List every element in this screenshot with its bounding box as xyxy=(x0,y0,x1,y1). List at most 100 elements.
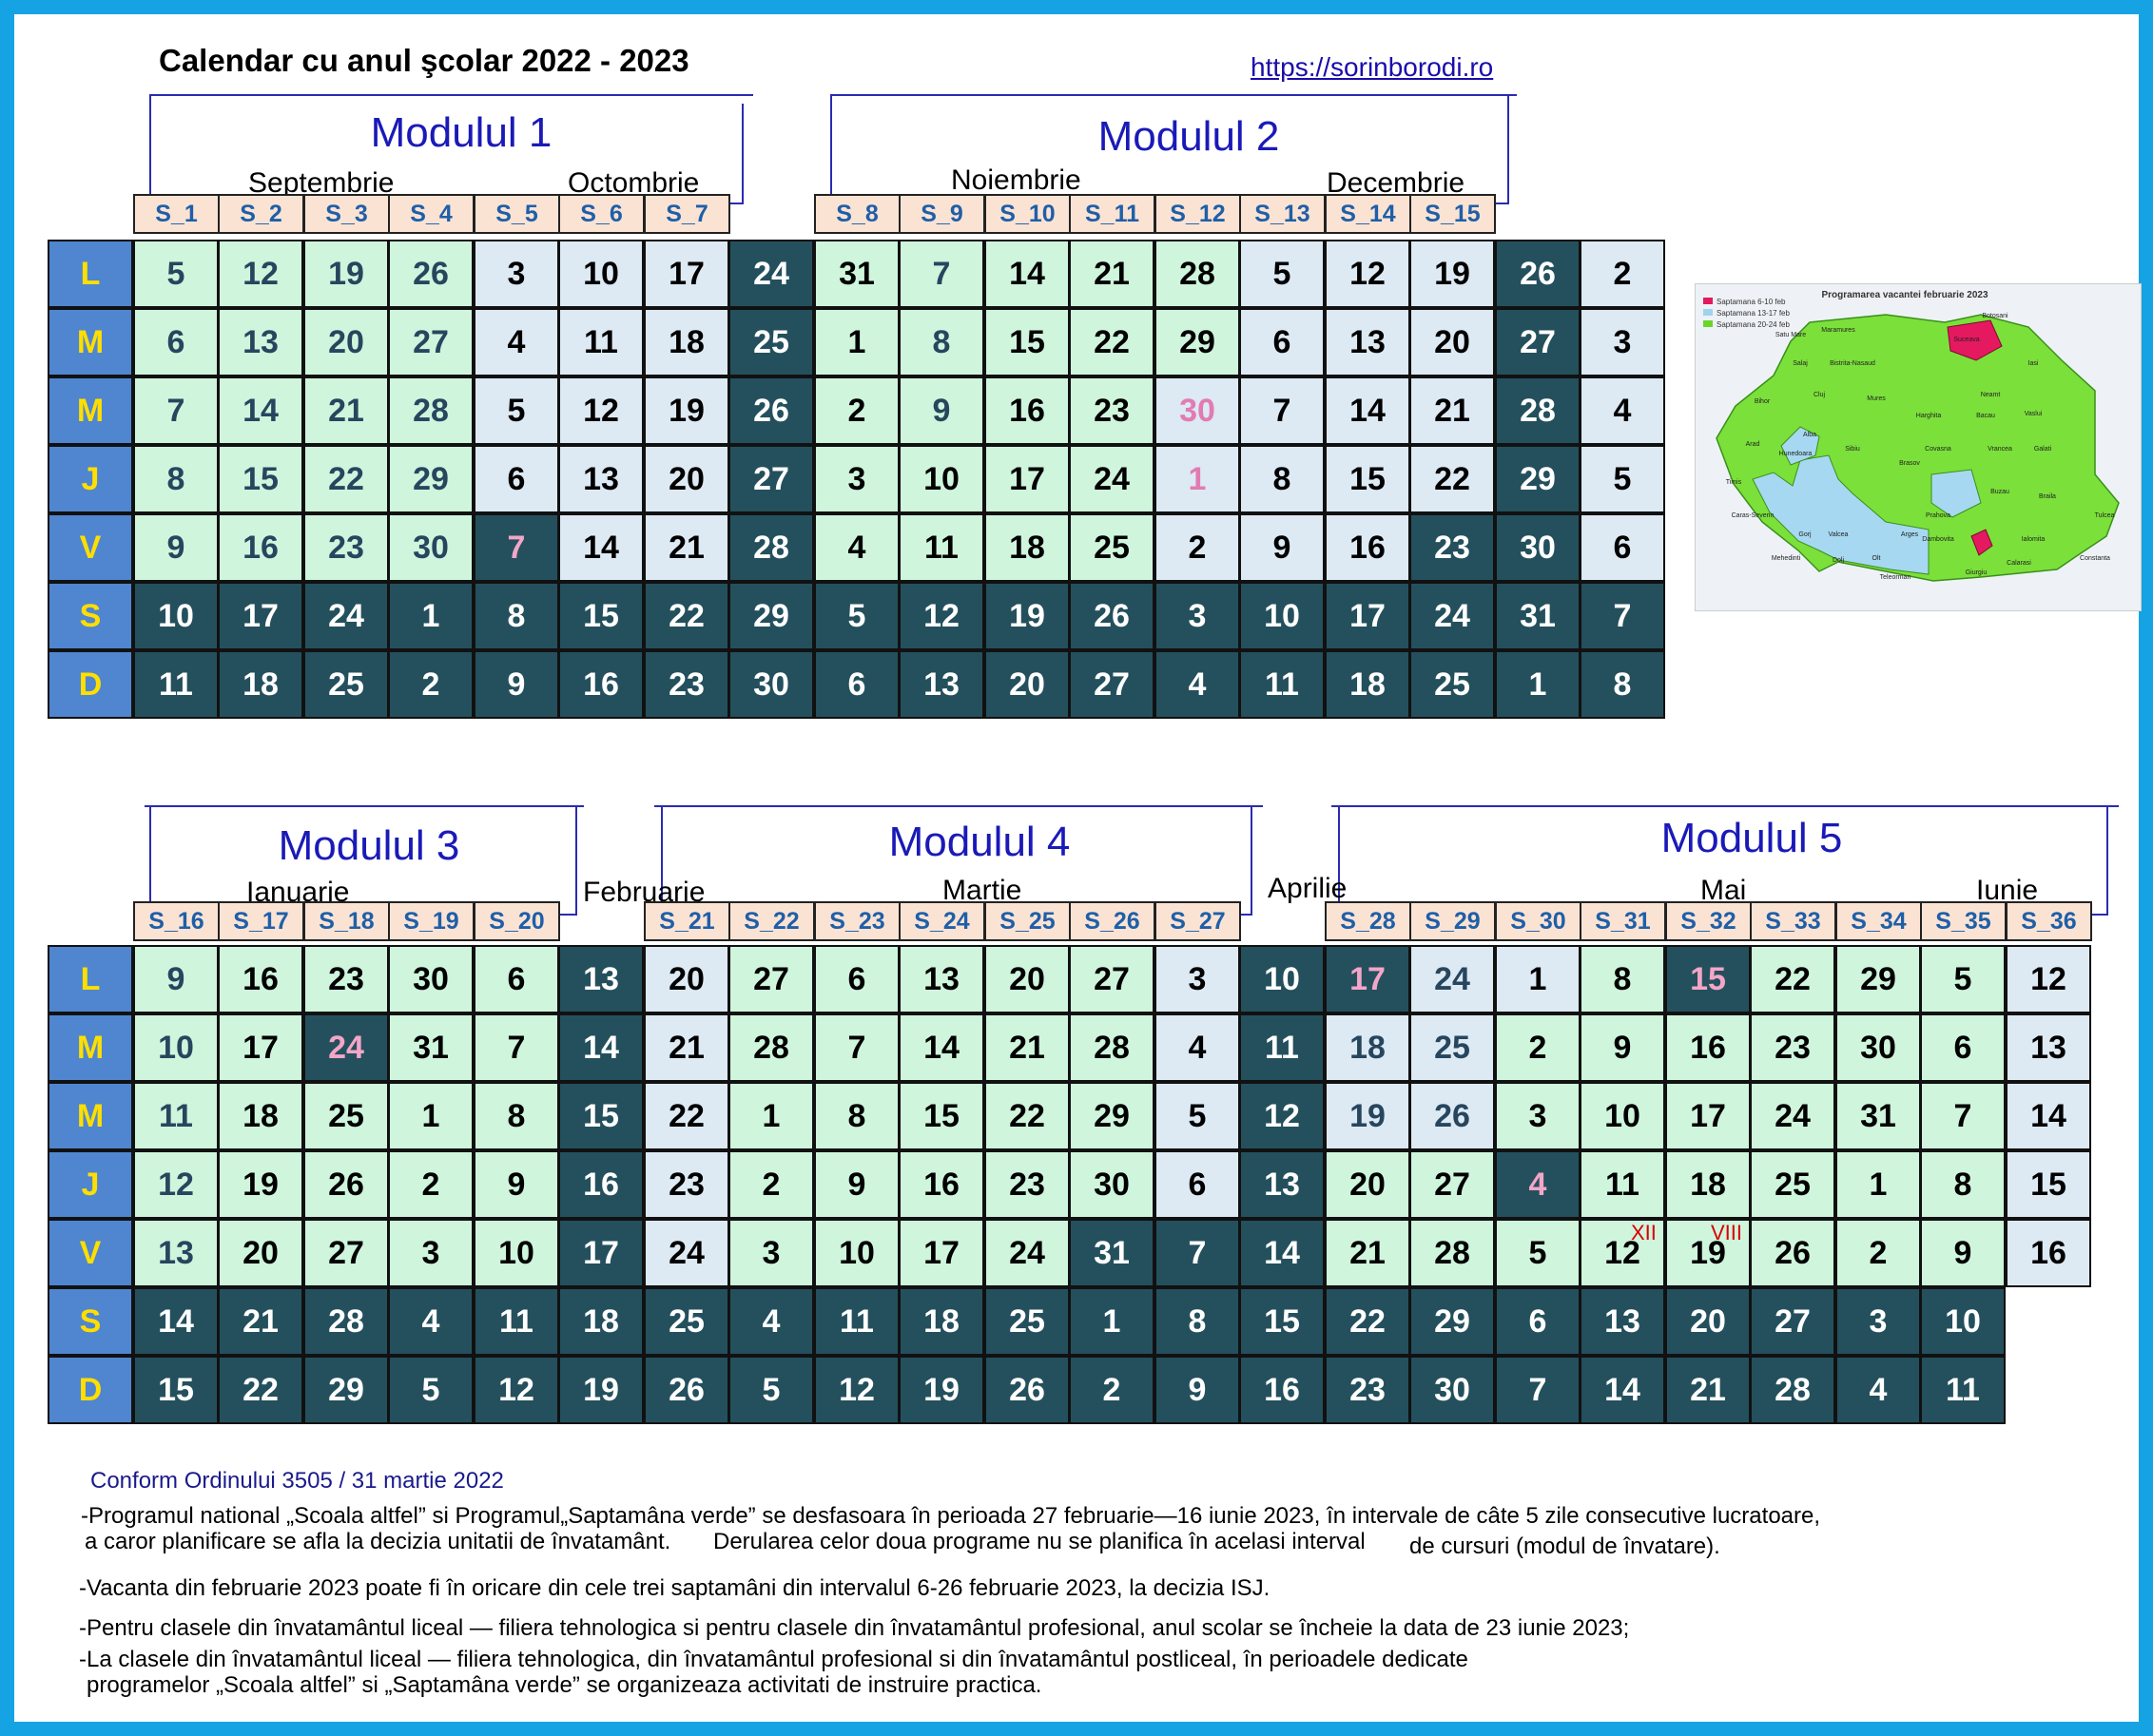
svg-text:Cluj: Cluj xyxy=(1814,392,1826,398)
date-cell: 22 xyxy=(984,1082,1070,1150)
date-cell: 2 xyxy=(728,1150,814,1219)
date-cell: 12 xyxy=(1325,240,1410,308)
date-cell: 1 xyxy=(1835,1150,1921,1219)
date-cell: 11 xyxy=(1920,1356,2006,1424)
month-label: Octombrie xyxy=(568,167,700,199)
date-cell: 4 xyxy=(1580,376,1665,445)
date-cell: 7 xyxy=(1495,1356,1581,1424)
week-label: S_27 xyxy=(1154,901,1241,941)
date-cell: 21 xyxy=(984,1013,1070,1082)
svg-text:Harghita: Harghita xyxy=(1916,413,1942,419)
date-cell: 4 xyxy=(1495,1150,1581,1219)
date-cell: 16 xyxy=(218,513,303,582)
date-cell: 24 xyxy=(303,1013,389,1082)
svg-text:Neamt: Neamt xyxy=(1981,392,2001,398)
date-cell: 7 xyxy=(133,376,219,445)
date-cell: 16 xyxy=(2006,1219,2091,1287)
date-cell: 23 xyxy=(1325,1356,1410,1424)
date-cell: 23 xyxy=(303,513,389,582)
date-cell: 29 xyxy=(303,1356,389,1424)
date-cell: 8 xyxy=(814,1082,900,1150)
date-cell: 10 xyxy=(133,582,219,650)
date-cell: 29 xyxy=(1835,945,1921,1013)
week-label: S_22 xyxy=(728,901,815,941)
week-label: S_1 xyxy=(133,194,220,234)
date-cell: 17 xyxy=(558,1219,644,1287)
date-cell: 5 xyxy=(388,1356,474,1424)
date-cell: 20 xyxy=(1325,1150,1410,1219)
date-cell: 11 xyxy=(133,650,219,719)
date-cell: 21 xyxy=(1069,240,1154,308)
date-cell: 1 xyxy=(814,308,900,376)
date-cell: 15 xyxy=(1665,945,1751,1013)
date-cell: 1 xyxy=(1495,650,1581,719)
date-cell: 2 xyxy=(388,1150,474,1219)
week-label: S_10 xyxy=(984,194,1071,234)
date-cell: 6 xyxy=(133,308,219,376)
module-1-label: Modulul 1 xyxy=(370,109,553,156)
week-label: S_7 xyxy=(644,194,730,234)
date-cell: 19 xyxy=(218,1150,303,1219)
svg-text:Dambovita: Dambovita xyxy=(1922,536,1954,543)
date-cell: 8 xyxy=(474,1082,559,1150)
date-cell: 28 xyxy=(303,1287,389,1356)
date-cell: 9 xyxy=(133,945,219,1013)
svg-text:Arges: Arges xyxy=(1901,531,1919,538)
date-cell: 13 xyxy=(133,1219,219,1287)
date-cell: 2 xyxy=(1835,1219,1921,1287)
date-cell: 26 xyxy=(728,376,814,445)
date-cell: 26 xyxy=(984,1356,1070,1424)
svg-text:Giurgiu: Giurgiu xyxy=(1966,569,1988,576)
date-cell: 23 xyxy=(984,1150,1070,1219)
day-name-cell: V xyxy=(48,1219,133,1287)
date-cell: 10 xyxy=(1239,945,1325,1013)
date-cell: 14 xyxy=(899,1013,984,1082)
date-cell: 28 xyxy=(728,513,814,582)
date-cell: 11 xyxy=(133,1082,219,1150)
date-cell: 24 xyxy=(728,240,814,308)
month-label: Mai xyxy=(1700,875,1747,906)
date-cell: 26 xyxy=(1750,1219,1835,1287)
date-cell: 13 xyxy=(899,650,984,719)
month-label: Aprilie xyxy=(1268,873,1348,904)
day-name-cell: M xyxy=(48,1082,133,1150)
date-cell: 22 xyxy=(218,1356,303,1424)
website-link[interactable]: https://sorinborodi.ro xyxy=(1251,52,1494,82)
date-cell: 22 xyxy=(644,582,729,650)
date-cell: 16 xyxy=(984,376,1070,445)
date-cell: 27 xyxy=(728,445,814,513)
module-4-label: Modulul 4 xyxy=(888,819,1071,865)
svg-text:Suceava: Suceava xyxy=(1953,337,1979,343)
date-cell: 17 xyxy=(218,1013,303,1082)
week-label: S_24 xyxy=(899,901,985,941)
date-cell: 16 xyxy=(558,1150,644,1219)
day-name-cell: S xyxy=(48,582,133,650)
note-line: -La clasele din învatamântul liceal — fi… xyxy=(79,1647,1468,1672)
day-name-cell: J xyxy=(48,1150,133,1219)
date-cell: 28 xyxy=(1154,240,1240,308)
date-cell: 22 xyxy=(644,1082,729,1150)
date-cell: 1 xyxy=(1154,445,1240,513)
date-cell: 19 xyxy=(984,582,1070,650)
date-cell: 3 xyxy=(728,1219,814,1287)
date-cell: 6 xyxy=(814,945,900,1013)
svg-text:Prahova: Prahova xyxy=(1926,512,1950,519)
week-label: S_11 xyxy=(1069,194,1155,234)
date-cell: 3 xyxy=(474,240,559,308)
day-name-cell: S xyxy=(48,1287,133,1356)
date-cell: 1 xyxy=(728,1082,814,1150)
date-cell: 23 xyxy=(644,650,729,719)
date-cell: 29 xyxy=(1409,1287,1495,1356)
date-cell: 11 xyxy=(899,513,984,582)
svg-text:Covasna: Covasna xyxy=(1925,446,1951,453)
date-cell: 1 xyxy=(1069,1287,1154,1356)
date-cell: 26 xyxy=(1495,240,1581,308)
date-cell: 12 xyxy=(2006,945,2091,1013)
date-cell: 26 xyxy=(644,1356,729,1424)
week-label: S_21 xyxy=(644,901,730,941)
date-cell: 6 xyxy=(814,650,900,719)
svg-text:Sibiu: Sibiu xyxy=(1845,446,1860,453)
date-cell: 13 xyxy=(1239,1150,1325,1219)
svg-text:Calarasi: Calarasi xyxy=(2007,560,2031,567)
date-cell: 25 xyxy=(1750,1150,1835,1219)
